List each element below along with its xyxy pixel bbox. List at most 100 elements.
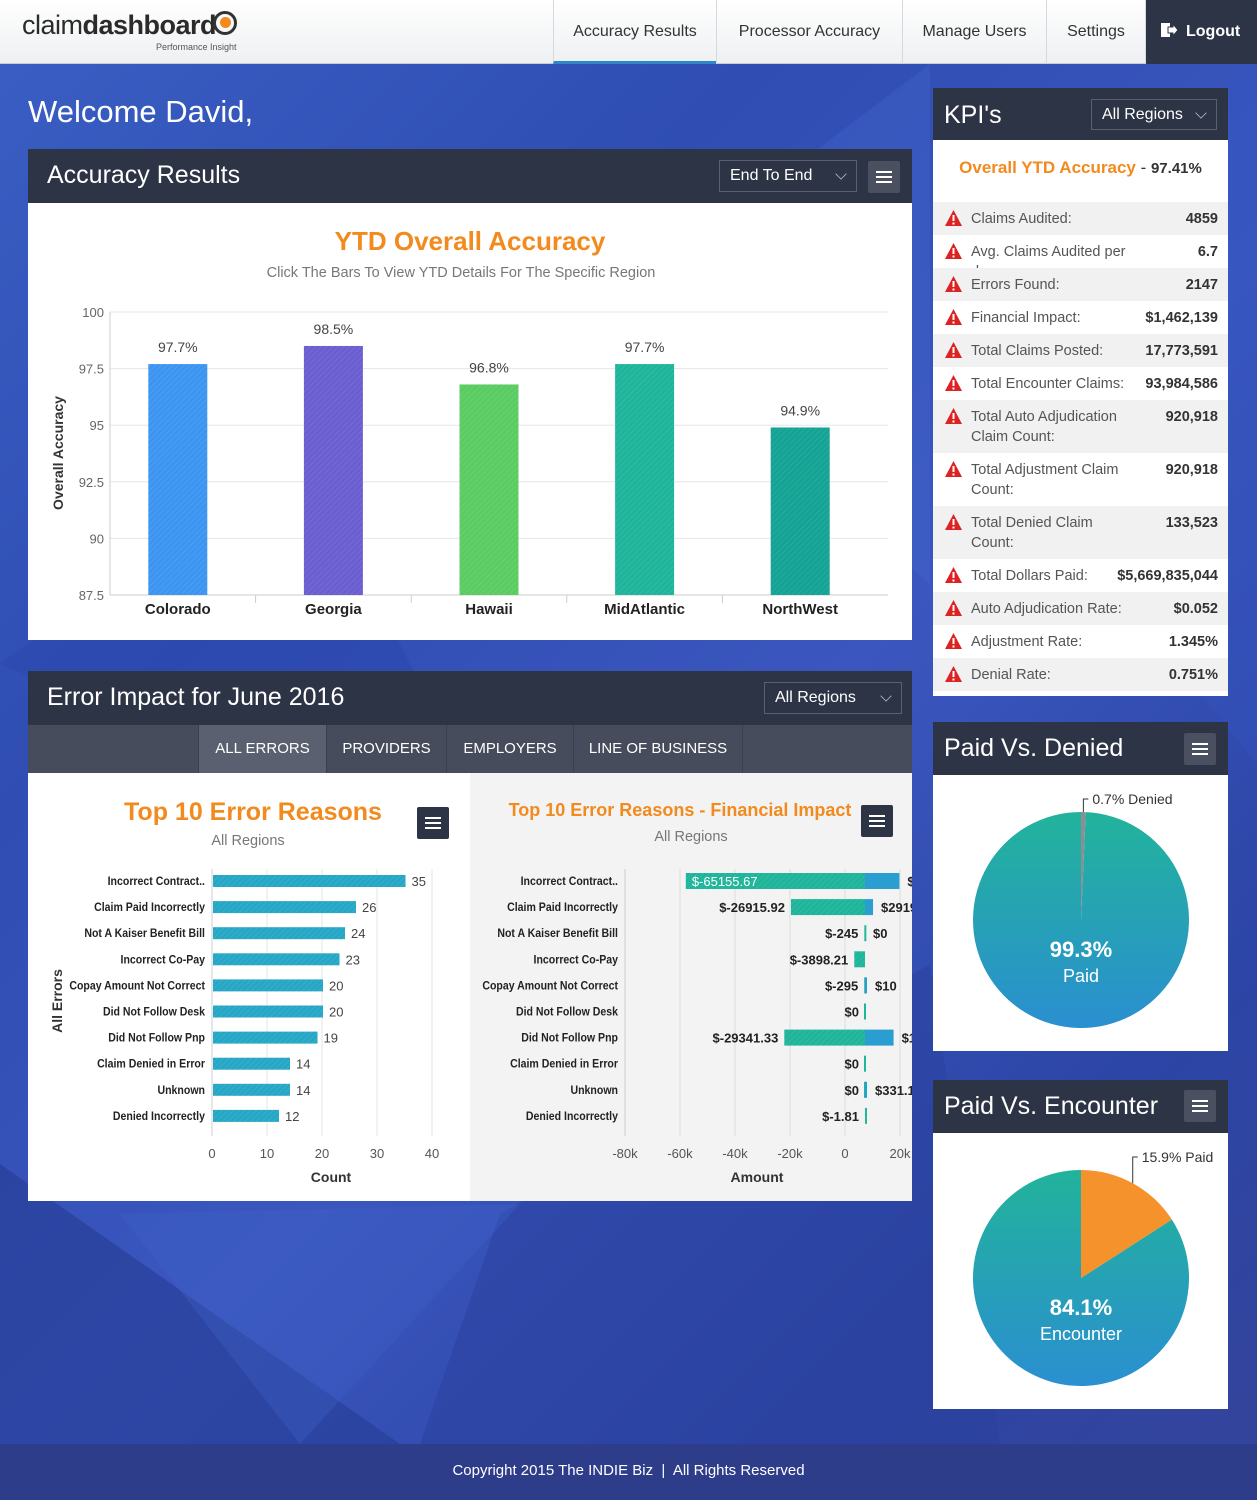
bar-hatch — [213, 875, 406, 887]
x-tick-label: -80k — [612, 1146, 638, 1161]
bar-hatch — [213, 1031, 318, 1044]
tab-line-of-business[interactable]: LINE OF BUSINESS — [573, 725, 743, 773]
chevron-down-icon — [880, 690, 892, 702]
error-count-title: Top 10 Error Reasons — [124, 798, 382, 826]
accuracy-results-header: Accuracy Results End To End — [28, 149, 912, 203]
financial-positive-bar[interactable] — [865, 1081, 867, 1098]
y-tick-label: Not A Kaiser Benefit Bill — [497, 928, 618, 941]
data-label: 35 — [412, 874, 426, 889]
bar-hatch — [784, 1029, 865, 1046]
error-count-section: Top 10 Error Reasons All Regions 0 10 20 30… — [28, 773, 470, 1201]
kpi-row: Claims Audited: 4859 — [933, 202, 1228, 235]
financial-impact-subtitle: All Regions — [654, 829, 728, 845]
financial-positive-bar[interactable] — [865, 1029, 894, 1046]
kpi-label: Total Denied Claim Count: — [971, 515, 1093, 551]
tab-all-errors[interactable]: ALL ERRORS — [198, 725, 326, 773]
data-label: $-65155.67 — [692, 874, 758, 889]
error-impact-header: Error Impact for June 2016 All Regions — [28, 671, 912, 725]
leader-line — [1132, 1156, 1138, 1184]
data-label: 12 — [285, 1109, 299, 1124]
kpi-label: Errors Found: — [971, 277, 1060, 293]
nav-accuracy-results[interactable]: Accuracy Results — [553, 0, 716, 64]
x-tick-label: 10 — [260, 1146, 274, 1161]
dropdown-value: End To End — [730, 167, 813, 184]
error-impact-panel: Error Impact for June 2016 All Regions A… — [28, 671, 912, 1201]
nav-settings[interactable]: Settings — [1046, 0, 1145, 64]
data-label: $0 — [845, 1057, 859, 1072]
x-tick-label: 0 — [841, 1146, 848, 1161]
data-label: 20 — [329, 1005, 343, 1020]
kpi-value: 93,984,586 — [1145, 376, 1218, 392]
warning-icon — [945, 342, 962, 358]
y-tick-label: 87.5 — [79, 588, 104, 603]
bar-hatch — [213, 979, 323, 992]
kpi-value: $5,669,835,044 — [1117, 568, 1218, 584]
kpi-row: Denial Rate: 0.751% — [933, 658, 1228, 691]
chevron-down-icon — [835, 168, 847, 180]
slice-outside-label: 15.9% Paid — [1142, 1149, 1214, 1165]
paid-vs-denied-pie-chart: 99.3% Paid 0.7% Denied — [973, 791, 1189, 1028]
financial-impact-menu-button[interactable] — [861, 805, 893, 837]
kpi-value: 133,523 — [1165, 515, 1218, 531]
copyright-text: Copyright 2015 The INDIE Biz | All Right… — [452, 1462, 805, 1479]
data-label: $-29341.33 — [713, 1031, 779, 1046]
paid-slice[interactable] — [1081, 1170, 1172, 1278]
x-tick-label: MidAtlantic — [604, 601, 685, 618]
bar-hatch — [213, 901, 356, 914]
data-label: $10 — [875, 978, 897, 993]
overall-accuracy-value: 97.41% — [1150, 160, 1202, 177]
financial-zero-bar[interactable] — [864, 1055, 866, 1072]
error-region-dropdown[interactable]: All Regions — [764, 682, 902, 714]
bar-hatch — [213, 1109, 279, 1122]
accuracy-scope-dropdown[interactable]: End To End — [719, 160, 857, 192]
paid-vs-encounter-pie-chart: 84.1% Encounter 15.9% Paid — [973, 1149, 1214, 1386]
logout-button[interactable]: Logout — [1145, 0, 1257, 64]
tab-providers[interactable]: PROVIDERS — [326, 725, 446, 773]
paid-vs-denied-header: Paid Vs. Denied — [933, 722, 1228, 775]
data-label: $0 — [845, 1083, 859, 1098]
x-tick-label: 20k — [890, 1146, 911, 1161]
financial-impact-section: Top 10 Error Reasons - Financial Impact … — [470, 773, 912, 1201]
main-nav: Accuracy Results Processor Accuracy Mana… — [553, 0, 1257, 64]
paid-denied-menu-button[interactable] — [1184, 733, 1216, 765]
kpi-row: Total Auto Adjudication Claim Count: 920,… — [933, 400, 1228, 453]
tab-employers[interactable]: EMPLOYERS — [446, 725, 573, 773]
footer: Copyright 2015 The INDIE Biz | All Right… — [0, 1444, 1257, 1500]
overall-accuracy-label: Overall YTD Accuracy — [959, 158, 1136, 177]
bar-hatch — [685, 873, 865, 889]
y-tick-label: Incorrect Contract.. — [108, 875, 205, 888]
data-label: $2919.39 — [881, 900, 912, 915]
paid-encounter-menu-button[interactable] — [1184, 1090, 1216, 1122]
denied-slice[interactable] — [1081, 812, 1086, 920]
warning-icon — [945, 243, 962, 259]
kpi-value: 0.751% — [1168, 667, 1218, 683]
y-tick-label: Did Not Follow Desk — [103, 1006, 206, 1019]
nav-manage-users[interactable]: Manage Users — [902, 0, 1046, 64]
x-axis-title: Amount — [731, 1169, 784, 1185]
overall-ytd-accuracy: Overall YTD Accuracy - 97.41% — [933, 158, 1228, 178]
data-label: 97.7% — [158, 339, 198, 355]
warning-icon — [945, 276, 962, 292]
financial-positive-bar[interactable] — [865, 873, 900, 889]
kpi-title: KPI's — [944, 101, 1002, 129]
app-logo[interactable]: claimdashboard Performance Insight — [22, 10, 237, 52]
kpi-header: KPI's All Regions — [933, 88, 1228, 140]
financial-zero-bar[interactable] — [864, 1003, 866, 1020]
y-tick-label: Denied Incorrectly — [113, 1110, 206, 1123]
kpi-label: Financial Impact: — [971, 310, 1081, 326]
bar-hatch — [790, 899, 865, 916]
financial-positive-bar[interactable] — [865, 899, 874, 916]
warning-icon — [945, 600, 962, 616]
kpi-region-dropdown[interactable]: All Regions — [1091, 99, 1217, 130]
accuracy-menu-button[interactable] — [868, 161, 900, 193]
error-count-menu-button[interactable] — [417, 807, 449, 839]
logo-text-bold: dashboard — [82, 10, 217, 40]
kpi-panel: KPI's All Regions Overall YTD Accuracy -… — [933, 88, 1228, 696]
x-tick-label: 40 — [425, 1146, 439, 1161]
logout-icon — [1161, 22, 1178, 38]
nav-processor-accuracy[interactable]: Processor Accuracy — [716, 0, 902, 64]
financial-positive-bar[interactable] — [865, 977, 867, 994]
bar-hatch — [213, 1057, 290, 1070]
data-label: 14 — [296, 1057, 310, 1072]
data-label: 94.9% — [780, 402, 820, 418]
